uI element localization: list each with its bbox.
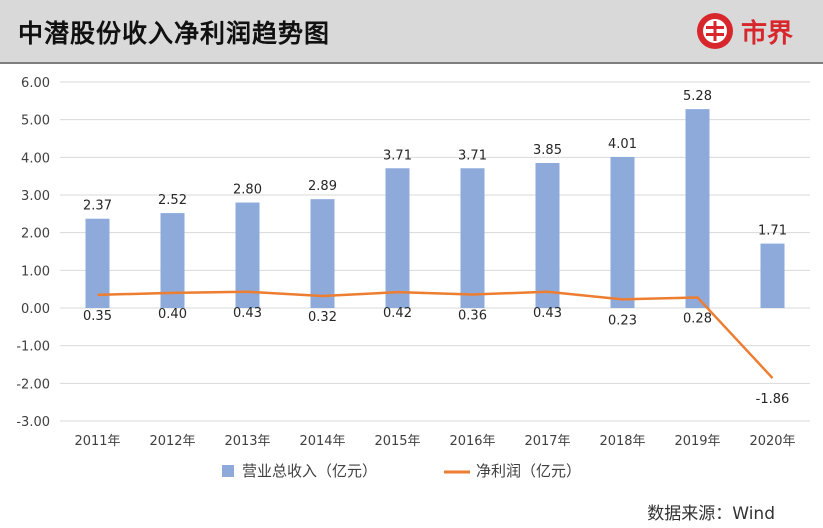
brand-mark-icon xyxy=(696,13,733,49)
x-tick-label: 2014年 xyxy=(299,434,345,449)
legend-revenue-swatch xyxy=(222,465,234,477)
revenue-bar xyxy=(85,218,110,308)
combo-chart: 6.00 5.00 4.00 3.00 2.00 1.00 0.00 -1.00 -2.00 -3… xyxy=(16,76,810,480)
revenue-bar xyxy=(610,156,635,308)
net-profit-data-label: 0.43 xyxy=(233,306,262,321)
legend-revenue-label: 营业总收入（亿元） xyxy=(242,462,377,480)
chart-header: 中潜股份收入净利润趋势图 市界 xyxy=(0,0,823,64)
y-tick-label: 0.00 xyxy=(21,302,50,317)
net-profit-line xyxy=(97,290,774,379)
y-tick-label: -3.00 xyxy=(16,415,50,430)
revenue-bar xyxy=(310,199,335,308)
chart-area: 6.00 5.00 4.00 3.00 2.00 1.00 0.00 -1.00 -2.00 -3… xyxy=(0,64,823,500)
y-tick-label: 1.00 xyxy=(21,264,50,279)
y-tick-label: 3.00 xyxy=(21,189,50,204)
revenue-data-label: 2.80 xyxy=(233,183,262,198)
x-tick-label: 2012年 xyxy=(149,434,195,449)
legend-net-profit-label: 净利润（亿元） xyxy=(476,462,581,480)
revenue-bar xyxy=(760,243,785,308)
net-profit-data-label: 0.35 xyxy=(83,309,112,324)
revenue-data-label: 1.71 xyxy=(758,224,787,239)
net-profit-data-label: 0.42 xyxy=(383,306,412,321)
y-tick-label: 6.00 xyxy=(21,76,50,91)
brand-logo: 市界 xyxy=(695,10,793,52)
x-tick-label: 2016年 xyxy=(449,434,495,449)
revenue-bar xyxy=(235,202,260,308)
x-tick-label: 2019年 xyxy=(674,434,720,449)
x-tick-label: 2020年 xyxy=(749,434,795,449)
brand-name: 市界 xyxy=(740,18,793,49)
x-tick-label: 2018年 xyxy=(599,434,645,449)
y-tick-label: 2.00 xyxy=(21,227,50,242)
net-profit-data-label: 0.36 xyxy=(458,308,487,323)
revenue-data-label: 2.52 xyxy=(158,193,187,208)
revenue-data-label: 3.85 xyxy=(533,143,562,158)
net-profit-data-label: 0.28 xyxy=(683,311,712,326)
chart-title: 中潜股份收入净利润趋势图 xyxy=(18,19,331,48)
y-tick-label: 5.00 xyxy=(21,114,50,129)
revenue-data-label: 4.01 xyxy=(608,137,637,152)
net-profit-data-label: 0.23 xyxy=(608,313,637,328)
x-tick-label: 2015年 xyxy=(374,434,420,449)
net-profit-data-label: 0.40 xyxy=(158,307,187,322)
revenue-bar xyxy=(685,109,710,308)
revenue-data-label: 3.71 xyxy=(383,148,412,163)
revenue-data-label: 5.28 xyxy=(683,89,712,104)
x-tick-label: 2011年 xyxy=(74,434,120,449)
y-tick-label: 4.00 xyxy=(21,151,50,166)
source-note: 数据来源：Wind xyxy=(647,504,775,524)
revenue-bar xyxy=(385,168,410,308)
revenue-bar xyxy=(535,162,560,308)
net-profit-data-label: 0.43 xyxy=(533,306,562,321)
net-profit-data-label: -1.86 xyxy=(756,392,790,407)
x-tick-label: 2017年 xyxy=(524,434,570,449)
y-tick-label: -2.00 xyxy=(16,377,50,392)
revenue-data-label: 2.89 xyxy=(308,179,337,194)
revenue-bar xyxy=(460,168,485,308)
net-profit-data-label: 0.32 xyxy=(308,310,337,325)
revenue-data-label: 2.37 xyxy=(83,199,112,214)
x-tick-label: 2013年 xyxy=(224,434,270,449)
y-tick-label: -1.00 xyxy=(16,340,50,355)
revenue-data-label: 3.71 xyxy=(458,148,487,163)
